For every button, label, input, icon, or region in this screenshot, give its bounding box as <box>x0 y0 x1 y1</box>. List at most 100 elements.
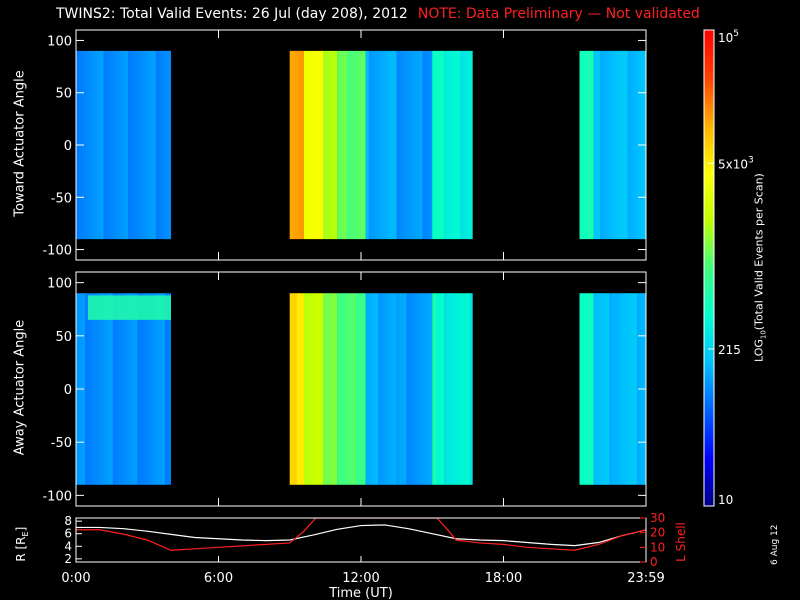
heatmap-stripe <box>371 50 376 240</box>
heatmap-stripe <box>429 293 433 485</box>
heatmap-stripe <box>296 50 301 240</box>
heatmap-stripe <box>362 293 366 485</box>
y-tick-label: 0 <box>64 383 72 398</box>
heatmap-stripe <box>121 293 126 485</box>
y-tick-label: 100 <box>47 277 72 292</box>
heatmap-stripe <box>112 50 116 240</box>
y-tick-label: -100 <box>42 489 72 504</box>
heatmap-stripe <box>579 50 584 240</box>
heatmap-stripe <box>599 50 603 240</box>
heatmap-stripe <box>167 50 171 240</box>
heatmap-stripe <box>593 293 597 485</box>
heatmap-stripe <box>118 293 122 485</box>
heatmap-stripe <box>134 293 138 485</box>
heatmap-stripe <box>353 293 357 485</box>
heatmap-stripe <box>155 293 159 485</box>
heatmap-stripe <box>346 50 350 240</box>
heatmap-stripe <box>444 293 448 485</box>
heatmap-stripe <box>103 50 107 240</box>
heatmap-stripe <box>381 50 385 240</box>
orbit-panel-frame <box>75 517 647 563</box>
heatmap-stripe <box>627 293 631 485</box>
heatmap-stripe <box>384 293 388 485</box>
heatmap-stripe <box>436 293 441 485</box>
heatmap-stripe <box>579 293 584 485</box>
heatmap-stripe <box>97 293 101 485</box>
chart-title: TWINS2: Total Valid Events: 26 Jul (day … <box>56 6 700 22</box>
heatmap-stripe <box>590 293 594 485</box>
heatmap-stripe <box>164 50 168 240</box>
heatmap-stripe <box>416 293 420 485</box>
heatmap-stripe <box>143 293 147 485</box>
heatmap-stripe <box>466 50 470 240</box>
heatmap-stripe <box>599 293 603 485</box>
heatmap-hotspot <box>87 295 171 320</box>
heatmap-stripe <box>612 50 616 240</box>
heatmap-stripe <box>387 50 391 240</box>
heatmap-stripe <box>375 50 379 240</box>
heatmap-stripe <box>112 293 116 485</box>
heatmap-stripe <box>304 293 308 485</box>
r-tick-label: 6 <box>64 527 72 541</box>
heatmap-stripe <box>304 50 308 240</box>
heatmap-stripe <box>103 293 107 485</box>
heatmap-stripe <box>128 293 132 485</box>
heatmap-stripe <box>419 50 423 240</box>
heatmap-stripe <box>615 50 619 240</box>
heatmap-stripe <box>146 50 150 240</box>
title-note: NOTE: Data Preliminary — Not validated <box>417 6 700 22</box>
heatmap-stripe <box>425 293 430 485</box>
ylabel-away: Away Actuator Angle <box>12 319 28 456</box>
heatmap-stripe <box>319 50 323 240</box>
heatmap-stripe <box>316 293 320 485</box>
colorbar-label: LOG10(Total Valid Events per Scan) <box>752 173 768 363</box>
heatmap-stripe <box>409 293 413 485</box>
heatmap-stripe <box>618 293 622 485</box>
heatmap-stripe <box>337 293 341 485</box>
heatmap-stripe <box>412 50 417 240</box>
heatmap-stripe <box>463 50 467 240</box>
heatmap-stripe <box>167 293 171 485</box>
heatmap-stripe <box>343 50 347 240</box>
y-tick-label: -50 <box>51 436 72 451</box>
heatmap-stripe <box>125 50 129 240</box>
heatmap-stripe <box>606 293 610 485</box>
heatmap-stripe <box>450 50 454 240</box>
heatmap-stripe <box>140 50 144 240</box>
heatmap-stripe <box>621 293 625 485</box>
heatmap-stripe <box>469 293 473 485</box>
heatmap-stripe <box>289 293 294 485</box>
heatmap-stripe <box>313 293 317 485</box>
colorbar-tick-label: 10 <box>718 493 733 507</box>
colorbar-tick-label: 5x103 <box>718 155 754 171</box>
heatmap-stripe <box>149 293 153 485</box>
heatmap-stripe <box>106 50 110 240</box>
l-shell-line <box>76 518 646 551</box>
heatmap-stripe <box>300 50 304 240</box>
y-tick-label: 50 <box>55 87 72 102</box>
heatmap-stripe <box>349 293 354 485</box>
heatmap-stripe <box>310 293 314 485</box>
x-tick-label: 12:00 <box>342 571 379 586</box>
y-tick-label: -50 <box>51 191 72 206</box>
y-tick-label: -100 <box>42 244 72 259</box>
heatmap-stripe <box>615 293 619 485</box>
heatmap-stripe <box>406 50 410 240</box>
x-tick-label: 0:00 <box>61 571 90 586</box>
heatmap-stripe <box>333 293 338 485</box>
date-stamp: 6 Aug 12 <box>770 524 780 565</box>
heatmap-stripe <box>432 293 437 485</box>
heatmap-panel-toward: 100 50 0 -50 -100 <box>42 29 647 261</box>
r-distance-line <box>76 524 646 547</box>
heatmap-stripe <box>152 293 156 485</box>
heatmap-stripe <box>429 50 433 240</box>
heatmap-stripe <box>422 50 426 240</box>
heatmap-stripe <box>359 293 363 485</box>
heatmap-stripe <box>390 50 394 240</box>
heatmap-stripe <box>612 293 616 485</box>
heatmap-stripe <box>609 293 613 485</box>
heatmap-stripe <box>143 50 147 240</box>
ylabel-lshell: L Shell <box>674 522 688 562</box>
heatmap-stripe <box>343 293 347 485</box>
